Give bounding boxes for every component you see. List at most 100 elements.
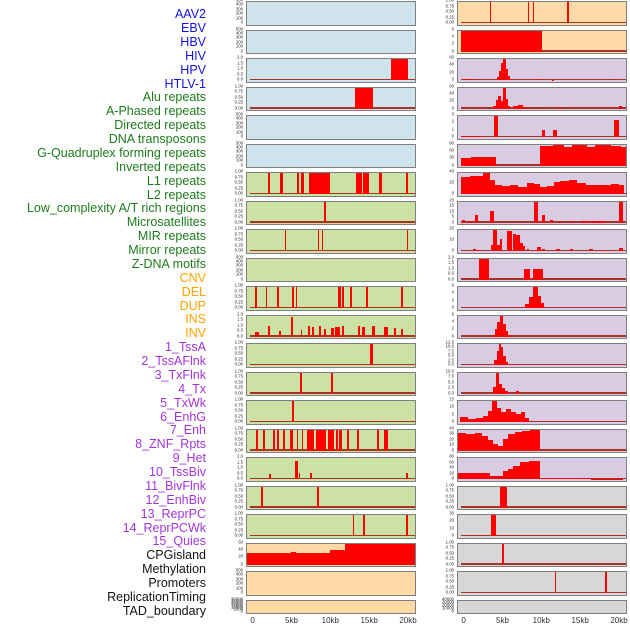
track-label: Z-DNA motifs [131, 256, 206, 271]
y-tick-label: 0.75 [445, 487, 454, 493]
track-plot [457, 86, 627, 111]
bar-segment [532, 2, 535, 24]
y-tick-label: 500 [235, 254, 243, 259]
y-tick-label: 60 [449, 459, 454, 464]
y-tick-label: 0.75 [234, 174, 243, 179]
bar-segment [474, 215, 479, 223]
bar-segment [513, 106, 518, 109]
y-tick-label: 0.00 [234, 532, 243, 538]
y-tick-label: 0.75 [234, 430, 243, 436]
track-label: INV [185, 326, 206, 341]
bar-segment [518, 105, 523, 109]
bar-segment [298, 473, 301, 480]
y-tick-label: 15 [449, 396, 454, 402]
y-tick-label: 0.00 [234, 105, 243, 110]
y-tick-label: 20 [449, 470, 454, 475]
bar-segment [500, 238, 502, 252]
y-tick-label: 10000 [231, 604, 243, 610]
y-tick-label: 0.00 [234, 361, 243, 367]
bar-segment [461, 30, 542, 52]
y-tick-label: 0.75 [445, 573, 454, 578]
bar-segment [489, 211, 495, 223]
y-tick-label: 1.00 [445, 0, 454, 3]
bar-segment [476, 249, 480, 252]
track-plot [457, 1, 627, 26]
y-tick-label: 0.25 [445, 498, 454, 504]
zero-baseline [250, 107, 415, 109]
bar-segment [526, 248, 530, 252]
bar-segment [331, 372, 334, 394]
y-tick-label: 500 [235, 140, 243, 145]
y-tick-label: 0.0 [448, 390, 454, 395]
bar-segment [494, 360, 497, 366]
bar-segment [547, 185, 554, 195]
track-plot [457, 229, 627, 254]
track-label: HTLV-1 [164, 76, 206, 91]
bar-segment [599, 220, 606, 223]
track-plot [246, 457, 416, 482]
y-tick-label: 0.50 [234, 521, 243, 527]
bar-segment [461, 157, 472, 166]
bar-segment [541, 130, 546, 138]
bar-segment [355, 173, 362, 195]
y-tick-label: 0.25 [234, 242, 243, 247]
bar-segment [474, 79, 478, 81]
zero-baseline [461, 335, 626, 337]
bar-segment [277, 287, 279, 309]
y-tick-label: 200 [235, 124, 243, 130]
bar-segment [500, 315, 504, 337]
y-tick-label: 0.50 [234, 208, 243, 213]
bar-segment [494, 329, 498, 337]
y-tick-label: 0 [451, 190, 454, 196]
bar-segment [458, 432, 467, 451]
y-tick-label: 0.50 [234, 379, 243, 384]
bar-segment [518, 186, 527, 195]
y-tick-label: 0.00 [445, 19, 454, 25]
y-tick-label: 0.25 [234, 384, 243, 390]
bar-segment [542, 215, 546, 223]
zero-baseline [461, 392, 626, 394]
track-label: Alu repeats [142, 90, 206, 105]
bar-segment [577, 182, 586, 195]
track-plot [457, 400, 627, 425]
y-tick-label: 1.00 [234, 282, 243, 288]
y-tick-label: 400 [235, 1, 243, 7]
y-tick-label: 0.25 [234, 356, 243, 361]
y-tick-label: 0.75 [234, 345, 243, 350]
bar-segment [317, 230, 320, 252]
bar-segment [247, 552, 291, 565]
y-tick-label: 20 [449, 436, 454, 441]
y-tick-label: 400 [235, 144, 243, 150]
y-tick-label: 10.0 [445, 368, 454, 373]
track-plot [457, 58, 627, 83]
y-tick-label: 7.5 [448, 373, 454, 379]
bar-segment [493, 387, 496, 394]
bar-segment [497, 244, 500, 252]
track-label: 12_EnhBiv [145, 492, 206, 507]
y-tick-label: 100 [235, 157, 243, 163]
zero-baseline [250, 534, 415, 537]
bar-segment [585, 184, 595, 195]
track-plot [246, 1, 416, 26]
bar-segment [505, 68, 508, 81]
bar-segment [532, 287, 538, 309]
y-tick-label: 30 [449, 510, 454, 516]
y-tick-label: 0.75 [234, 402, 243, 407]
bar-segment [369, 344, 373, 366]
y-tick-label: 100 [235, 271, 243, 277]
bar-segment [505, 362, 509, 366]
bar-segment [553, 478, 571, 480]
zero-baseline [461, 420, 626, 423]
y-tick-label: 2.0 [448, 254, 454, 259]
track-plot [246, 58, 416, 83]
y-tick-label: 90 [449, 140, 454, 145]
y-tick-label: 1.00 [234, 510, 243, 516]
y-tick-label: 0.25 [234, 213, 243, 219]
bar-segment [315, 429, 326, 451]
bar-segment [310, 472, 313, 480]
bar-segment [602, 249, 606, 252]
y-tick-label: 6 [451, 26, 454, 31]
y-tick-label: 0.5 [448, 270, 454, 276]
bar-segment [507, 105, 510, 109]
bar-segment [307, 429, 315, 451]
